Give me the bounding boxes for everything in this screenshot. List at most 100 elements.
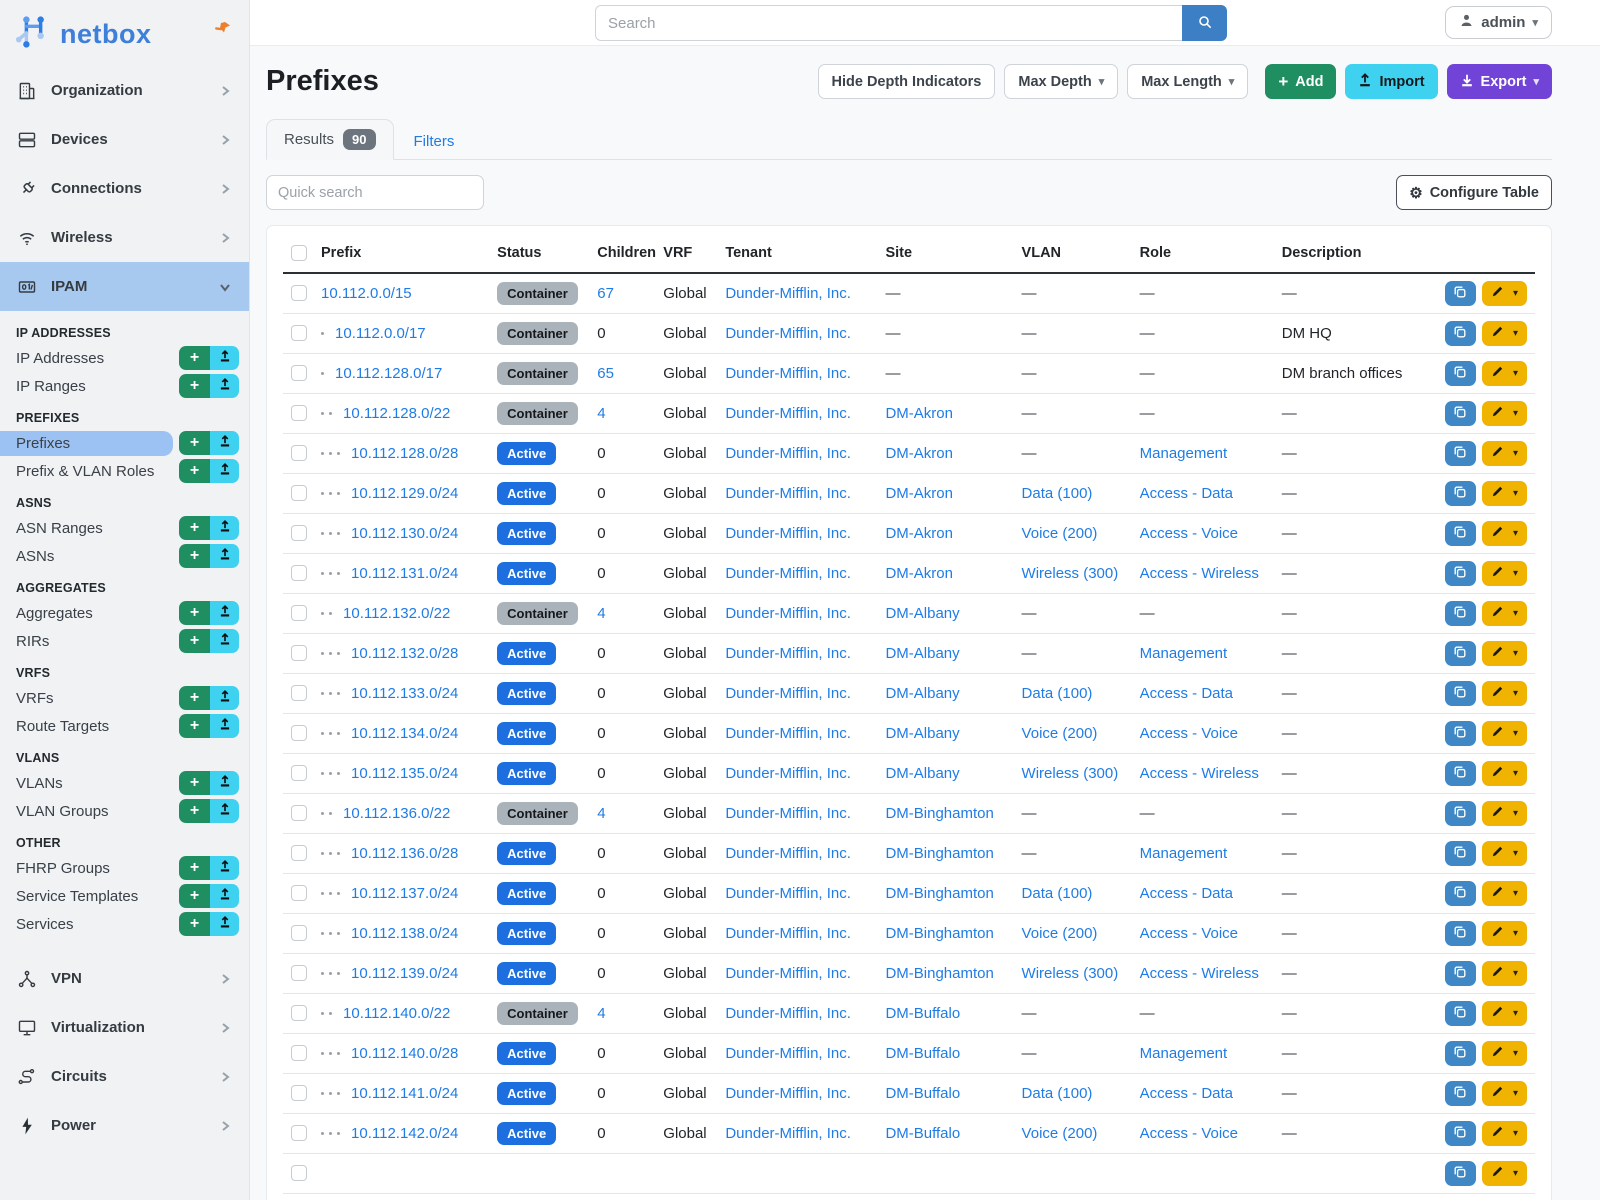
add-button[interactable]: +	[179, 714, 210, 738]
import-button[interactable]	[210, 856, 239, 880]
tenant-link[interactable]: Dunder-Mifflin, Inc.	[725, 324, 851, 342]
sidebar-item-prefixes[interactable]: Prefixes +	[0, 429, 249, 457]
prefix-link[interactable]: 10.112.129.0/24	[351, 484, 459, 502]
sidebar-item-ipam[interactable]: IPAM	[0, 262, 249, 311]
vlan-link[interactable]: Data (100)	[1021, 1084, 1093, 1102]
site-link[interactable]: DM-Buffalo	[885, 1124, 961, 1142]
sidebar-item-aggregates[interactable]: Aggregates +	[0, 599, 249, 627]
prefix-link[interactable]: 10.112.131.0/24	[351, 564, 459, 582]
tab-filters[interactable]: Filters	[394, 124, 475, 159]
site-link[interactable]: DM-Akron	[885, 444, 953, 462]
edit-button[interactable]: ▾	[1481, 520, 1527, 546]
row-checkbox[interactable]	[291, 1085, 307, 1101]
site-link[interactable]: DM-Buffalo	[885, 1084, 961, 1102]
column-header[interactable]: Description	[1273, 234, 1434, 274]
row-checkbox[interactable]	[291, 1045, 307, 1061]
tenant-link[interactable]: Dunder-Mifflin, Inc.	[725, 404, 851, 422]
vlan-link[interactable]: Data (100)	[1021, 684, 1093, 702]
add-button[interactable]: +	[179, 856, 210, 880]
import-button[interactable]	[210, 799, 239, 823]
column-header[interactable]: VLAN	[1013, 234, 1132, 274]
sidebar-item-route-targets[interactable]: Route Targets +	[0, 712, 249, 740]
tenant-link[interactable]: Dunder-Mifflin, Inc.	[725, 284, 851, 302]
max-depth-dropdown[interactable]: Max Depth ▾	[1004, 64, 1119, 99]
site-link[interactable]: DM-Akron	[885, 404, 953, 422]
edit-button[interactable]: ▾	[1481, 1040, 1527, 1066]
row-checkbox[interactable]	[291, 965, 307, 981]
copy-button[interactable]	[1444, 800, 1476, 826]
row-checkbox[interactable]	[291, 1165, 307, 1181]
children-count[interactable]: 4	[597, 1004, 606, 1022]
prefix-link[interactable]: 10.112.140.0/28	[351, 1044, 459, 1062]
copy-button[interactable]	[1444, 880, 1476, 906]
prefix-link[interactable]: 10.112.128.0/28	[351, 444, 459, 462]
import-button[interactable]	[210, 714, 239, 738]
row-checkbox[interactable]	[291, 805, 307, 821]
import-button[interactable]	[210, 544, 239, 568]
import-button[interactable]	[210, 686, 239, 710]
sidebar-item-vlans[interactable]: VLANs +	[0, 769, 249, 797]
import-button[interactable]	[210, 374, 239, 398]
role-link[interactable]: Access - Data	[1139, 1084, 1234, 1102]
row-checkbox[interactable]	[291, 285, 307, 302]
copy-button[interactable]	[1444, 360, 1476, 386]
vlan-link[interactable]: Voice (200)	[1021, 724, 1098, 742]
copy-button[interactable]	[1444, 1080, 1476, 1106]
prefix-link[interactable]: 10.112.132.0/28	[351, 644, 459, 662]
site-link[interactable]: DM-Binghamton	[885, 884, 994, 902]
add-button[interactable]: +	[179, 629, 210, 653]
vlan-link[interactable]: Data (100)	[1021, 884, 1093, 902]
sidebar-item-power[interactable]: Power	[0, 1101, 249, 1150]
prefix-link[interactable]: 10.112.140.0/22	[343, 1004, 451, 1022]
children-count[interactable]: 67	[597, 284, 614, 302]
add-button[interactable]: +	[179, 771, 210, 795]
site-link[interactable]: DM-Akron	[885, 524, 953, 542]
copy-button[interactable]	[1444, 280, 1476, 306]
add-button[interactable]: +	[179, 884, 210, 908]
sidebar-item-vlan-groups[interactable]: VLAN Groups +	[0, 797, 249, 825]
copy-button[interactable]	[1444, 720, 1476, 746]
edit-button[interactable]: ▾	[1481, 320, 1527, 346]
import-button[interactable]	[210, 516, 239, 540]
add-button[interactable]: +	[179, 686, 210, 710]
tenant-link[interactable]: Dunder-Mifflin, Inc.	[725, 844, 851, 862]
search-button[interactable]	[1182, 5, 1227, 41]
edit-button[interactable]: ▾	[1481, 960, 1527, 986]
role-link[interactable]: Access - Data	[1139, 484, 1234, 502]
add-button[interactable]: +	[179, 516, 210, 540]
copy-button[interactable]	[1444, 400, 1476, 426]
role-link[interactable]: Management	[1139, 844, 1228, 862]
export-button[interactable]: Export ▾	[1446, 64, 1552, 99]
vlan-link[interactable]: Wireless (300)	[1021, 764, 1119, 782]
import-button[interactable]	[210, 771, 239, 795]
configure-table-button[interactable]: ⚙ Configure Table	[1396, 175, 1552, 210]
row-checkbox[interactable]	[291, 845, 307, 861]
site-link[interactable]: DM-Albany	[885, 764, 960, 782]
children-count[interactable]: 4	[597, 804, 606, 822]
sidebar-item-circuits[interactable]: Circuits	[0, 1052, 249, 1101]
prefix-link[interactable]: 10.112.0.0/15	[321, 284, 412, 302]
vlan-link[interactable]: Voice (200)	[1021, 1124, 1098, 1142]
edit-button[interactable]: ▾	[1481, 480, 1527, 506]
add-button[interactable]: + Add	[1265, 64, 1337, 99]
tenant-link[interactable]: Dunder-Mifflin, Inc.	[725, 884, 851, 902]
tenant-link[interactable]: Dunder-Mifflin, Inc.	[725, 644, 851, 662]
import-button[interactable]: Import	[1345, 64, 1438, 99]
prefix-link[interactable]: 10.112.130.0/24	[351, 524, 459, 542]
children-count[interactable]: 4	[597, 604, 606, 622]
row-checkbox[interactable]	[291, 605, 307, 621]
site-link[interactable]: DM-Buffalo	[885, 1044, 961, 1062]
prefix-link[interactable]: 10.112.141.0/24	[351, 1084, 459, 1102]
copy-button[interactable]	[1444, 960, 1476, 986]
role-link[interactable]: Management	[1139, 644, 1228, 662]
column-header[interactable]: Role	[1131, 234, 1274, 274]
column-header[interactable]: Site	[877, 234, 1014, 274]
site-link[interactable]: DM-Binghamton	[885, 924, 994, 942]
row-checkbox[interactable]	[291, 325, 307, 341]
prefix-link[interactable]: 10.112.137.0/24	[351, 884, 459, 902]
vlan-link[interactable]: Wireless (300)	[1021, 964, 1119, 982]
add-button[interactable]: +	[179, 912, 210, 936]
copy-button[interactable]	[1444, 520, 1476, 546]
role-link[interactable]: Management	[1139, 444, 1228, 462]
copy-button[interactable]	[1444, 840, 1476, 866]
